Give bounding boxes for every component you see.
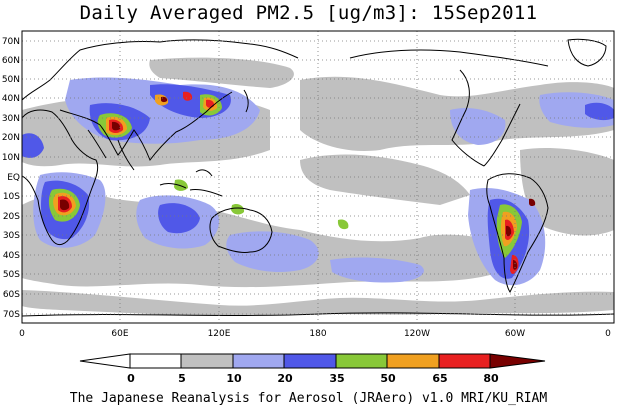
colorbar-bin-10-20 (232, 353, 285, 369)
colorbar-label: 35 (329, 372, 344, 385)
lat-label: 10N (2, 153, 20, 163)
lat-label: 40S (3, 251, 20, 261)
colorbar-label: 5 (178, 372, 186, 385)
colorbar-bin-20-35 (283, 353, 337, 369)
lat-label: 60N (2, 56, 20, 66)
colorbar-label: 0 (127, 372, 135, 385)
lon-label: 60E (111, 329, 128, 339)
lat-label: 30S (3, 231, 20, 241)
lat-label: 20S (3, 212, 20, 222)
lon-label: 60W (505, 329, 525, 339)
colorbar: 0 5 10 20 35 50 65 80 (79, 353, 546, 385)
lat-label: 50S (3, 270, 20, 280)
colorbar-bin-5-10 (180, 353, 234, 369)
lon-label: 0 (19, 329, 25, 339)
lat-label: 30N (2, 114, 20, 124)
lat-label: 20N (2, 133, 20, 143)
colorbar-label: 80 (483, 372, 499, 385)
lat-label: 70N (2, 37, 20, 47)
colorbar-bin-65-80 (438, 353, 491, 369)
lon-label: 0 (605, 329, 611, 339)
map-frame (21, 30, 615, 324)
lat-lon-grid (22, 31, 614, 323)
lat-label: 70S (3, 310, 20, 320)
lon-label: 120E (208, 329, 231, 339)
longitude-labels: 0 60E 120E 180 120W 60W 0 (19, 329, 611, 339)
lon-label: 120W (404, 329, 430, 339)
colorbar-bin-above-80 (489, 353, 546, 369)
data-source-credit: The Japanese Reanalysis for Aerosol (JRA… (69, 391, 548, 406)
lat-label: EQ (7, 173, 20, 183)
colorbar-bin-35-50 (335, 353, 388, 369)
lat-label: 10S (3, 192, 20, 202)
map-area (22, 31, 614, 323)
colorbar-bin-below-0 (79, 353, 131, 369)
lat-label: 50N (2, 75, 20, 85)
coastlines (22, 38, 614, 317)
lat-label: 40N (2, 94, 20, 104)
colorbar-bin-50-65 (386, 353, 440, 369)
lon-label: 180 (309, 329, 326, 339)
colorbar-label: 20 (277, 372, 293, 385)
pm25-darkred-regions (60, 96, 536, 270)
colorbar-label: 65 (432, 372, 447, 385)
colorbar-label: 50 (380, 372, 396, 385)
lat-label: 60S (3, 290, 20, 300)
latitude-labels: 70N 60N 50N 40N 30N 20N 10N EQ 10S 20S 3… (2, 37, 20, 320)
colorbar-bin-0-5 (129, 353, 182, 369)
map-title: Daily Averaged PM2.5 [ug/m3]: 15Sep2011 (79, 2, 538, 24)
colorbar-label: 10 (226, 372, 242, 385)
